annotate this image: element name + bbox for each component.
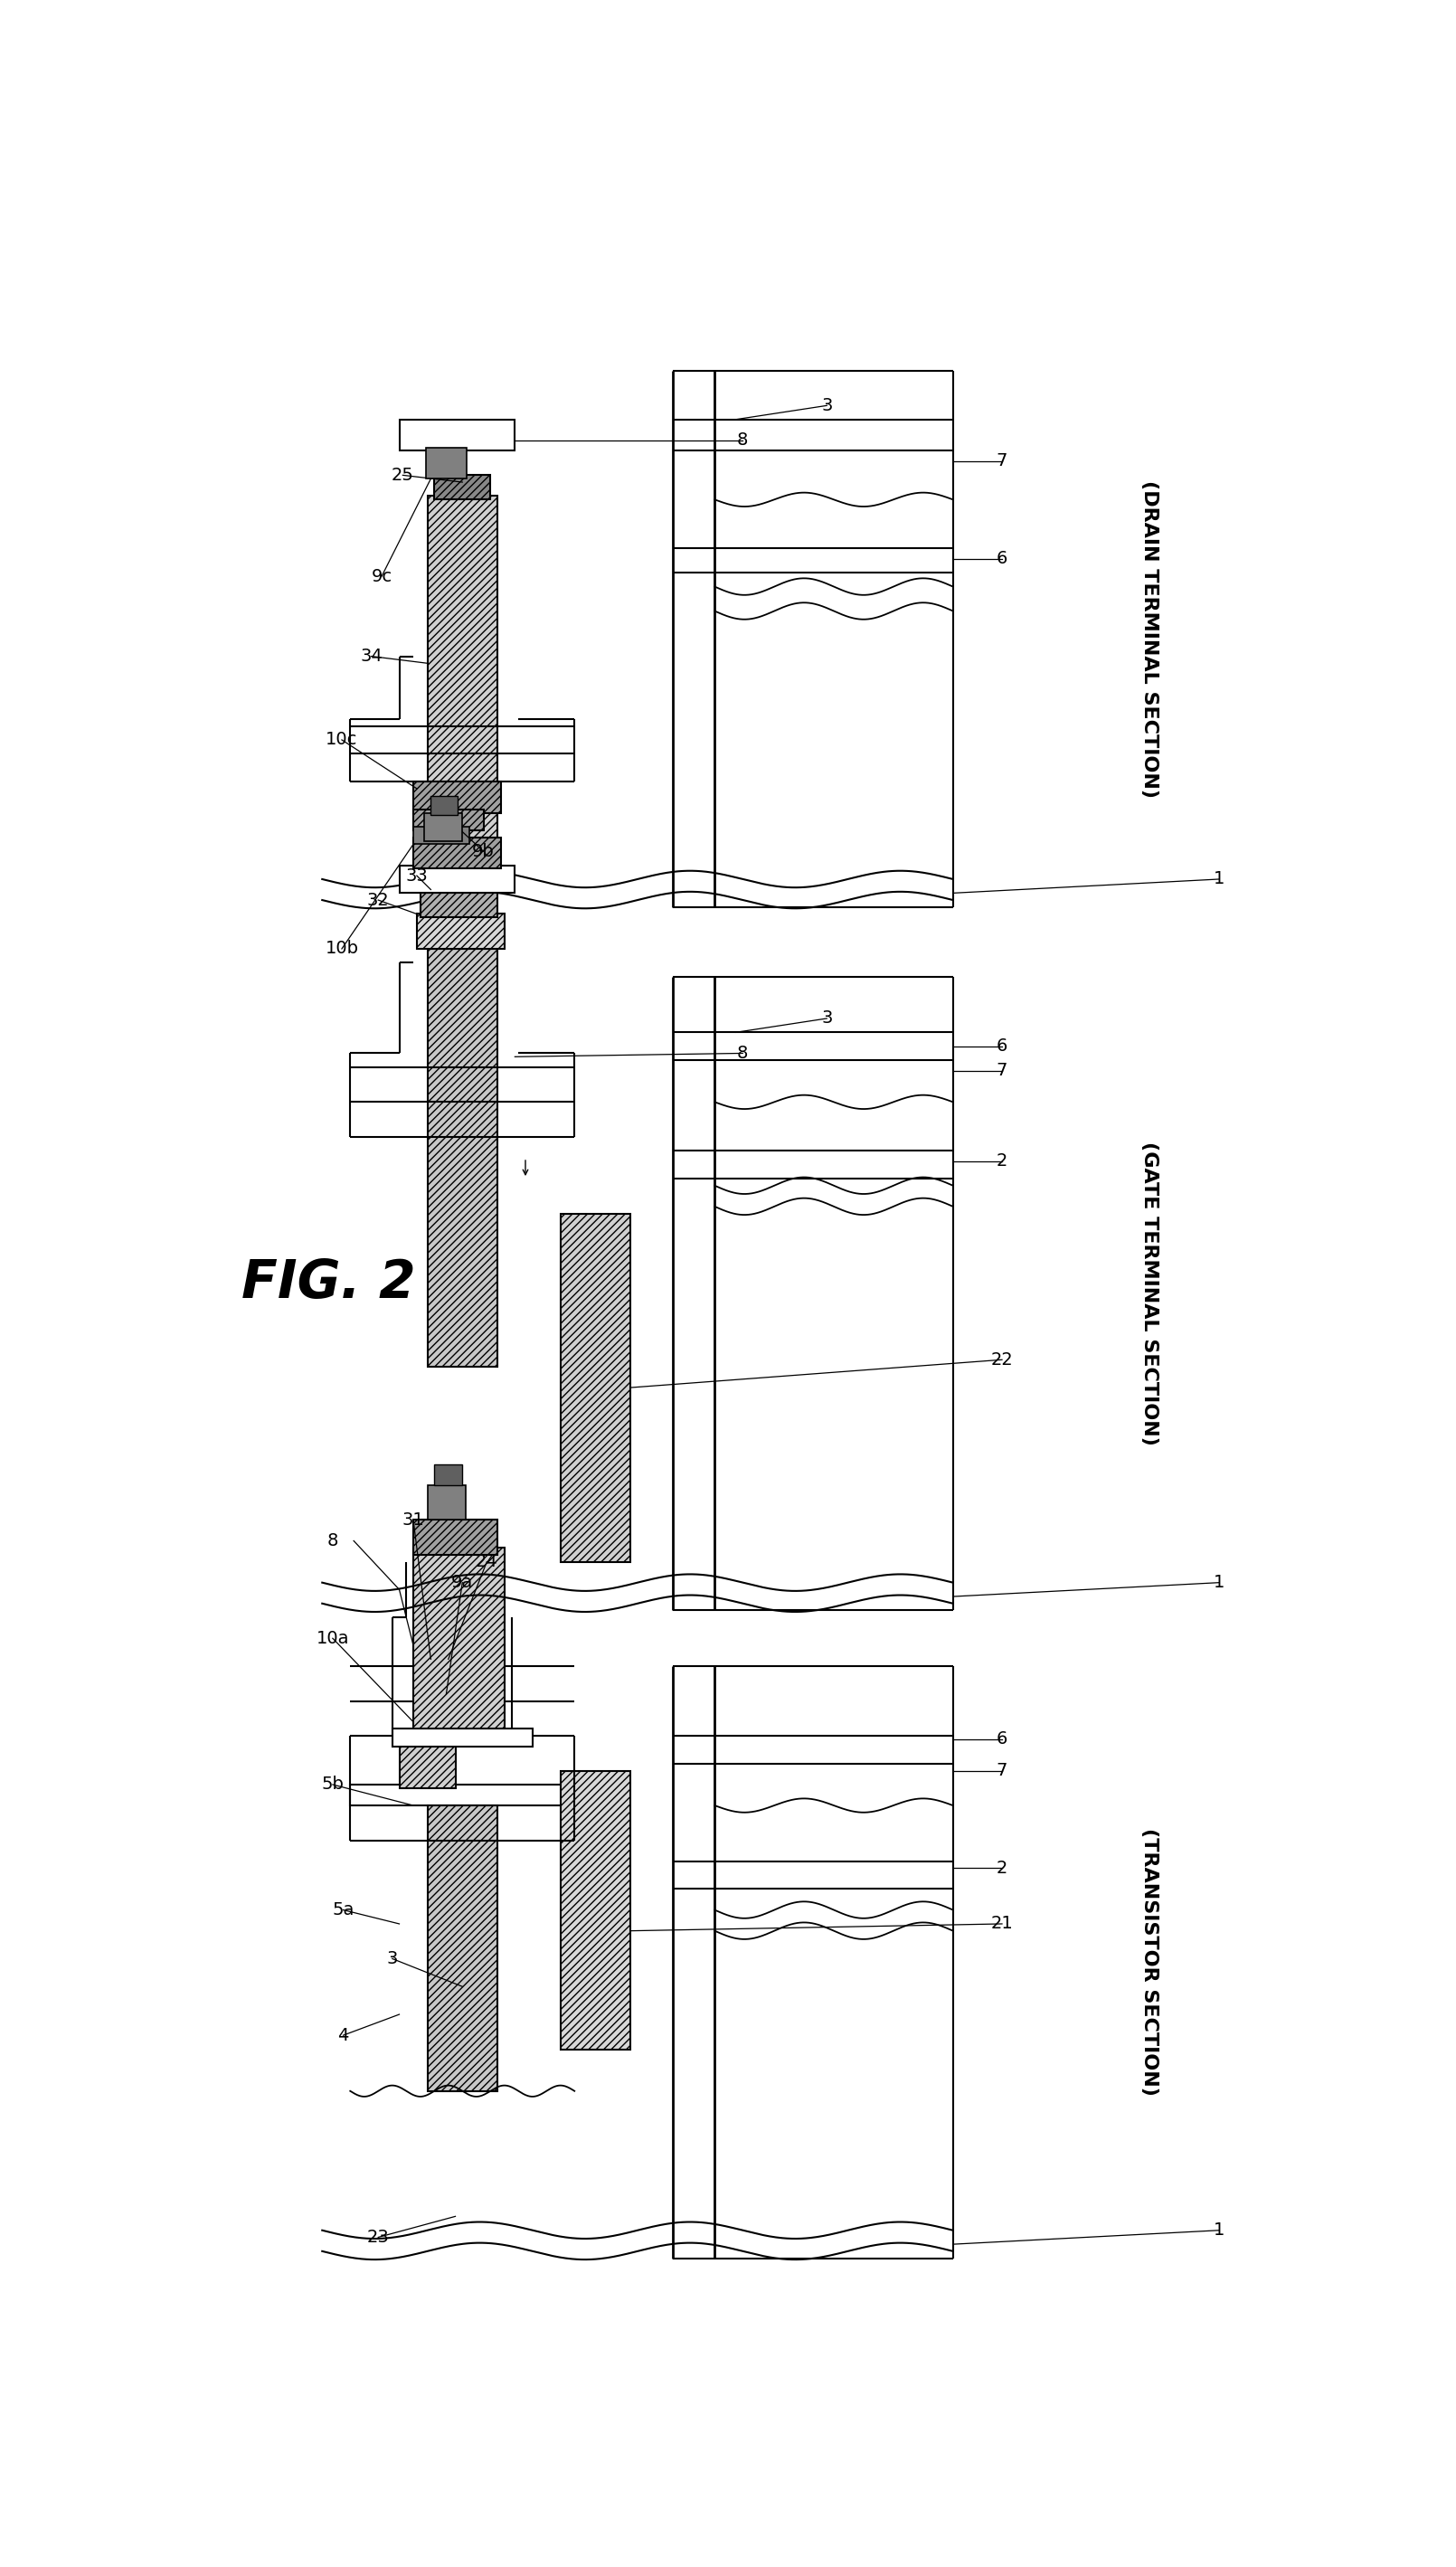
Bar [431, 796, 457, 816]
Text: 32: 32 [367, 891, 389, 909]
Text: 1: 1 [1214, 870, 1224, 888]
Text: (GATE TERMINAL SECTION): (GATE TERMINAL SECTION) [1140, 1142, 1158, 1445]
Text: 7: 7 [996, 452, 1008, 470]
Text: 1: 1 [1214, 2220, 1224, 2238]
Text: 3: 3 [821, 1009, 833, 1027]
Text: 2: 2 [996, 1153, 1008, 1171]
Bar [414, 1520, 498, 1556]
Text: 24: 24 [476, 1553, 498, 1571]
Text: 1: 1 [1214, 1574, 1224, 1592]
Bar [416, 914, 504, 950]
Text: 6: 6 [996, 1037, 1008, 1055]
Text: 22: 22 [992, 1350, 1013, 1368]
Text: 2: 2 [996, 1859, 1008, 1876]
Bar [561, 1771, 630, 2048]
Bar [427, 447, 466, 477]
Text: 21: 21 [992, 1915, 1013, 1933]
Bar [427, 495, 498, 837]
Bar [399, 1743, 456, 1789]
Text: 3: 3 [387, 1951, 397, 1966]
Text: 5a: 5a [332, 1902, 354, 1918]
Text: 8: 8 [328, 1532, 338, 1550]
Bar [414, 827, 469, 845]
Bar [414, 837, 501, 868]
Bar [399, 865, 515, 893]
Bar [351, 1784, 575, 1805]
Bar [427, 1805, 498, 2092]
Text: 31: 31 [402, 1512, 425, 1527]
Bar [424, 814, 463, 842]
Text: 8: 8 [737, 431, 748, 449]
Bar [421, 893, 498, 916]
Bar [399, 418, 515, 452]
Bar [427, 1486, 466, 1520]
Bar [434, 1463, 463, 1486]
Text: 8: 8 [737, 1045, 748, 1063]
Bar [414, 780, 501, 814]
Text: 4: 4 [338, 2028, 349, 2043]
Text: 10a: 10a [316, 1630, 349, 1648]
Text: 23: 23 [367, 2228, 389, 2246]
Text: 7: 7 [996, 1761, 1008, 1779]
Bar [434, 475, 491, 501]
Text: 25: 25 [392, 467, 414, 483]
Bar [561, 1214, 630, 1561]
Text: 9a: 9a [451, 1574, 473, 1592]
Text: 10b: 10b [325, 940, 358, 957]
Text: (DRAIN TERMINAL SECTION): (DRAIN TERMINAL SECTION) [1140, 480, 1158, 798]
Text: (TRANSISTOR SECTION): (TRANSISTOR SECTION) [1140, 1828, 1158, 2097]
Text: 6: 6 [996, 1730, 1008, 1748]
Text: 9c: 9c [371, 567, 392, 585]
Text: 10c: 10c [326, 732, 358, 750]
Text: FIG. 2: FIG. 2 [242, 1258, 416, 1309]
Text: 7: 7 [996, 1063, 1008, 1078]
Bar [414, 809, 483, 829]
Text: 6: 6 [996, 549, 1008, 567]
Bar [427, 950, 498, 1366]
Text: 3: 3 [821, 398, 833, 413]
Text: 5b: 5b [322, 1776, 344, 1794]
Text: 9b: 9b [472, 842, 495, 860]
Bar [392, 1728, 533, 1746]
Text: 34: 34 [360, 647, 383, 665]
Text: 33: 33 [406, 868, 428, 883]
Bar [414, 1548, 504, 1743]
